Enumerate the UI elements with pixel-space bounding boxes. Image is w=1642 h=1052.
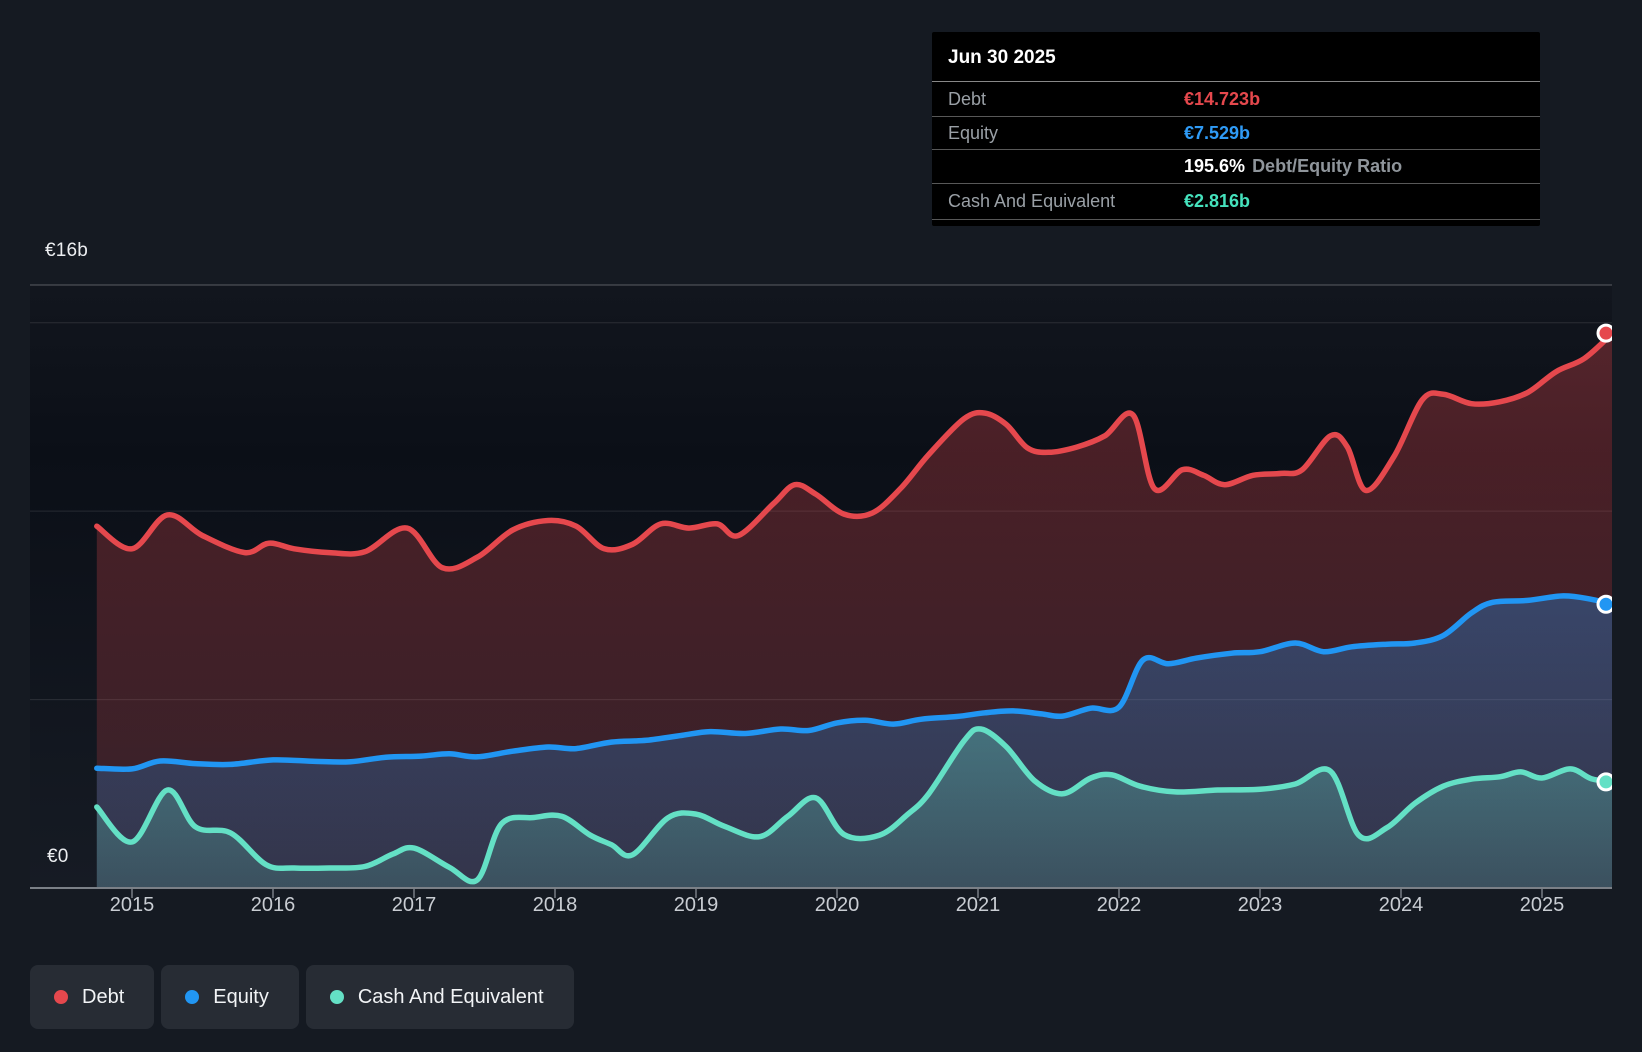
tooltip-row-debt: Debt €14.723b — [932, 82, 1540, 117]
x-axis-label-2023: 2023 — [1237, 894, 1283, 916]
x-axis-labels: 2015 2016 2017 2018 2019 2020 2021 2022 2023 2024… — [0, 894, 1642, 922]
x-axis-label-2024: 2024 — [1378, 894, 1424, 916]
y-axis-max-label: €16b — [45, 240, 89, 261]
tooltip-debt-value: €14.723b — [1184, 88, 1261, 109]
x-axis-label-2021: 2021 — [955, 894, 1001, 916]
x-axis-label-2019: 2019 — [673, 894, 719, 916]
debt-end-marker — [1596, 323, 1612, 343]
equity-line — [94, 593, 1612, 773]
legend-item-equity[interactable]: Equity — [161, 965, 299, 1029]
chart-legend: Debt Equity Cash And Equivalent — [30, 965, 574, 1029]
tooltip-row-ratio: 195.6% Debt/Equity Ratio — [932, 150, 1540, 183]
tooltip-row-equity: Equity €7.529b — [932, 117, 1540, 150]
tooltip-debt-label: Debt — [948, 88, 987, 109]
x-axis-label-2025: 2025 — [1519, 894, 1565, 916]
tooltip-date: Jun 30 2025 — [932, 32, 1540, 82]
debt-line — [94, 330, 1612, 572]
tooltip-equity-label: Equity — [948, 122, 999, 143]
chart-tooltip: Jun 30 2025 Debt €14.723b Equity €7.529b… — [932, 32, 1540, 226]
legend-item-cash[interactable]: Cash And Equivalent — [305, 965, 574, 1029]
x-axis-label-2018: 2018 — [532, 894, 578, 916]
cash-and-equivalent-line — [94, 726, 1612, 885]
x-axis-label-2017: 2017 — [391, 894, 437, 916]
equity-dot-icon — [185, 990, 200, 1004]
y-axis-zero-label: €0 — [47, 846, 69, 867]
tooltip-equity-value: €7.529b — [1184, 122, 1251, 143]
cash-and-equivalent-area — [96, 728, 1612, 888]
x-axis-label-2022: 2022 — [1096, 894, 1142, 916]
legend-item-debt[interactable]: Debt — [30, 965, 155, 1029]
tooltip-row-cash: Cash And Equivalent €2.816b — [932, 183, 1540, 220]
cash-and-equivalent-end-marker — [1596, 772, 1612, 792]
cash-dot-icon — [329, 990, 344, 1004]
debt-equity-ratio-label: Debt/Equity Ratio — [1252, 156, 1403, 176]
x-axis-label-2015: 2015 — [109, 894, 155, 916]
tooltip-cash-value: €2.816b — [1184, 191, 1251, 211]
debt-dot-icon — [54, 990, 68, 1004]
equity-end-marker — [1596, 594, 1612, 614]
x-axis-label-2016: 2016 — [250, 894, 296, 916]
tooltip-cash-label: Cash And Equivalent — [948, 191, 1116, 211]
debt-equity-ratio-value: 195.6% — [1184, 156, 1246, 176]
x-axis-label-2020: 2020 — [814, 894, 860, 916]
